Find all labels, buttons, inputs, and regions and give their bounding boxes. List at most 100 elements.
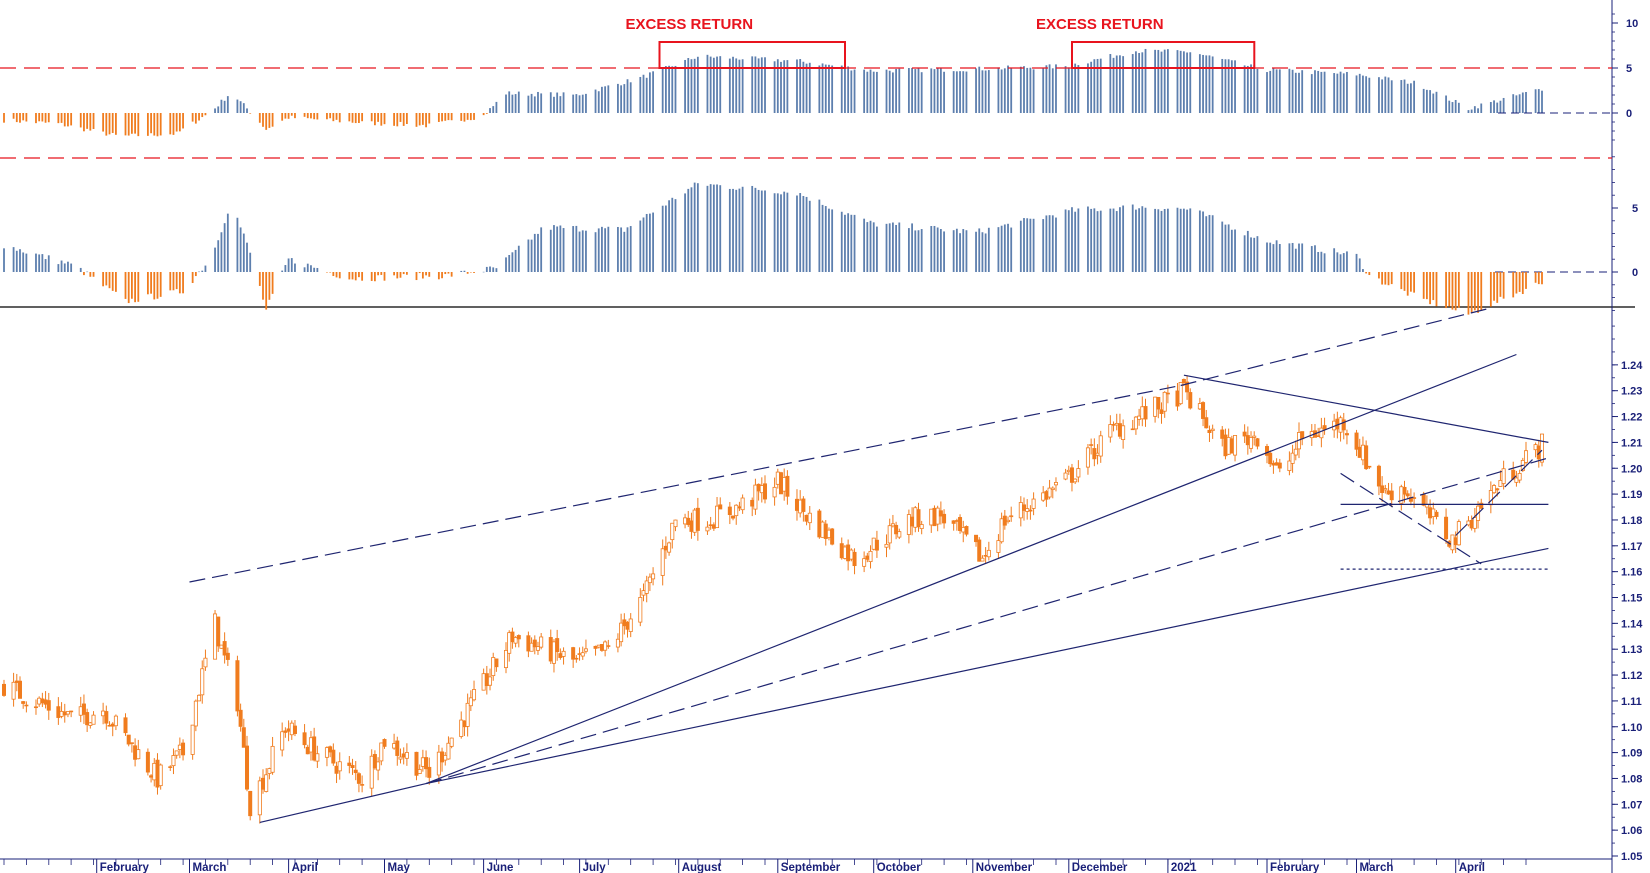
candle-body — [785, 475, 790, 497]
top-oscillator-bar — [1294, 72, 1297, 113]
middle-oscillator-bar — [159, 272, 162, 297]
candle-body — [1444, 516, 1449, 540]
middle-oscillator-bar — [115, 272, 117, 292]
middle-oscillator-bar — [1010, 227, 1013, 272]
candle-body — [887, 525, 892, 544]
candle-body — [337, 761, 342, 772]
candle-body — [842, 546, 847, 559]
middle-oscillator-bar — [1141, 206, 1144, 272]
candle-body — [1380, 485, 1385, 493]
top-oscillator-bar — [962, 71, 965, 113]
middle-oscillator-bar — [313, 267, 316, 272]
top-oscillator-bar — [268, 113, 271, 128]
top-oscillator-bar — [1301, 70, 1304, 113]
candle-body — [820, 521, 825, 538]
top-oscillator-bar — [1432, 93, 1435, 113]
top-oscillator-bar — [1202, 54, 1204, 113]
top-oscillator-bar — [824, 64, 827, 113]
middle-oscillator-bar — [1023, 218, 1025, 272]
middle-oscillator-bar — [530, 239, 533, 272]
middle-oscillator-bar — [709, 184, 712, 272]
top-oscillator-bar — [134, 113, 136, 134]
candle-body — [1041, 492, 1046, 501]
candle-body — [977, 539, 982, 562]
top-oscillator-bar — [1269, 70, 1272, 113]
middle-oscillator-bar — [863, 218, 866, 272]
candle-body — [1287, 460, 1292, 471]
middle-oscillator-bar — [127, 272, 130, 304]
middle-oscillator-bar — [693, 182, 696, 272]
candle-body — [78, 706, 83, 716]
candle-body — [59, 710, 64, 717]
middle-oscillator-bar — [1109, 208, 1112, 272]
middle-oscillator-bar — [1310, 246, 1313, 272]
top-oscillator-bar — [556, 92, 559, 113]
top-oscillator-bar — [760, 57, 763, 113]
candle-body — [1121, 425, 1126, 440]
middle-oscillator-bar — [428, 272, 431, 277]
top-oscillator-bar — [863, 69, 866, 113]
top-oscillator-bar — [1387, 77, 1390, 113]
candle-body — [938, 510, 943, 517]
middle-oscillator-bar — [444, 272, 447, 275]
middle-oscillator-bar — [1406, 272, 1409, 296]
top-oscillator-bar — [15, 113, 18, 123]
candle-body — [874, 539, 879, 551]
candle-body — [910, 516, 915, 527]
middle-oscillator-bar — [1071, 207, 1073, 272]
middle-oscillator-bar — [1403, 272, 1406, 291]
top-oscillator-bar — [514, 94, 517, 113]
candle-body — [222, 641, 227, 656]
top-oscillator-bar — [326, 113, 328, 120]
candle-body — [1028, 509, 1033, 512]
middle-oscillator-bar — [47, 255, 50, 272]
middle-oscillator-bar — [338, 272, 341, 279]
top-oscillator-bar — [1320, 71, 1323, 113]
candle-body — [414, 751, 419, 776]
top-oscillator-bar — [124, 113, 127, 136]
candle-body — [986, 549, 991, 558]
top-oscillator-bar — [428, 113, 431, 124]
top-oscillator-bar — [1064, 66, 1067, 113]
middle-oscillator-bar — [134, 272, 136, 303]
candle-body — [353, 769, 358, 774]
top-oscillator-bar — [776, 59, 779, 113]
middle-oscillator-bar — [1512, 272, 1515, 298]
candle-body — [1492, 485, 1497, 494]
top-oscillator-bar — [684, 59, 686, 113]
candle-body — [1197, 403, 1202, 410]
middle-oscillator-bar — [652, 212, 654, 272]
candle-body — [852, 551, 857, 567]
candle-body — [932, 507, 937, 527]
top-oscillator-bar — [1521, 92, 1524, 113]
middle-oscillator-bar — [399, 272, 402, 278]
top-oscillator-bar — [329, 113, 332, 119]
top-oscillator-bar — [383, 113, 386, 125]
middle-oscillator-bar — [418, 272, 421, 274]
top-oscillator-bar — [281, 113, 284, 121]
candle-body — [606, 645, 611, 647]
middle-oscillator-bar — [1154, 208, 1156, 272]
middle-oscillator-bar — [604, 228, 607, 272]
candle-body — [1466, 520, 1471, 526]
top-oscillator-bar — [1026, 67, 1029, 113]
top-oscillator-bar — [907, 68, 910, 113]
middle-oscillator-bar — [485, 266, 488, 272]
candle-body — [260, 777, 265, 790]
top-oscillator-bar — [847, 66, 850, 113]
top-oscillator-bar — [805, 63, 808, 113]
top-oscillator-bar — [1493, 100, 1495, 113]
candle-body — [884, 543, 889, 548]
middle-oscillator-bar — [712, 184, 715, 272]
top-oscillator-bar — [892, 72, 894, 113]
middle-oscillator-bar — [1336, 252, 1339, 272]
top-oscillator-bar — [828, 64, 830, 113]
top-oscillator-bar — [575, 94, 578, 113]
x-tick-label: March — [1360, 862, 1394, 873]
top-oscillator-bar — [1221, 58, 1224, 113]
candle-body — [673, 519, 678, 528]
middle-oscillator-bar — [1496, 272, 1499, 303]
candle-body — [794, 498, 799, 511]
top-oscillator-bar — [709, 56, 712, 113]
middle-oscillator-bar — [1429, 272, 1431, 305]
